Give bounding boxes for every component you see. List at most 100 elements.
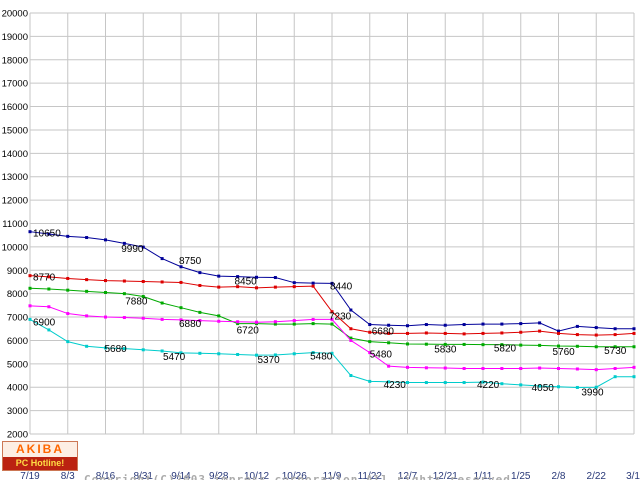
data-point-cyan [47,328,51,332]
y-axis-label: 3000 [7,406,28,417]
data-point-blue [330,281,334,285]
data-point-blue [481,322,485,326]
data-point-cyan [424,381,428,385]
data-point-blue [217,274,221,278]
y-axis-label: 12000 [2,196,28,207]
data-point-blue [141,245,145,249]
value-label: 4230 [384,380,407,391]
data-point-green [47,287,51,291]
data-point-magenta [349,338,353,342]
data-point-green [85,289,89,293]
value-label: 4220 [477,380,500,391]
data-point-cyan [557,385,560,389]
data-point-blue [104,238,107,242]
data-point-red [330,310,334,314]
data-point-cyan [273,353,277,357]
value-label: 5480 [310,352,333,363]
data-point-cyan [406,381,409,385]
y-axis-label: 13000 [2,172,28,183]
data-point-blue [557,329,560,333]
data-point-blue [632,327,636,331]
data-point-cyan [122,347,126,351]
x-axis-label: 8/16 [96,471,116,480]
x-axis-label: 9/14 [171,471,191,480]
footer-banner: AKIBA PC Hotline! Copyright(C)2003 impre… [0,440,640,480]
data-point-cyan [519,383,523,387]
data-point-red [179,280,183,284]
data-point-red [462,332,466,336]
data-point-cyan [236,352,240,356]
data-point-cyan [255,353,258,357]
data-point-blue [160,257,164,261]
data-point-magenta [462,367,466,371]
value-label: 6720 [237,326,260,337]
x-axis-label: 8/3 [61,471,75,480]
data-point-green [594,345,598,349]
value-label: 8770 [33,273,56,284]
data-point-red [66,276,70,280]
data-point-cyan [387,380,391,384]
data-point-green [160,301,164,305]
x-axis-label: 10/26 [282,471,307,480]
data-point-cyan [613,375,617,379]
value-label: 5470 [163,352,186,363]
copyright-line-1: Copyright(C)2003 impress corporation All… [84,473,519,480]
data-point-magenta [519,367,523,371]
value-label: 5830 [434,344,457,355]
value-label: 5730 [604,346,627,357]
data-point-red [141,280,145,284]
data-point-magenta [443,366,447,370]
data-point-blue [255,275,258,279]
data-point-magenta [500,367,504,371]
data-point-magenta [311,317,315,321]
data-point-cyan [481,380,485,384]
x-axis-label: 10/12 [244,471,269,480]
data-point-blue [424,323,428,327]
data-point-cyan [311,351,315,355]
y-axis-label: 20000 [2,9,28,20]
value-label: 8440 [330,281,353,292]
x-axis-label: 11/9 [323,471,342,480]
data-point-blue [28,230,32,234]
data-point-red [236,285,240,289]
akiba-logo-text: AKIBA [3,442,77,457]
data-point-red [387,331,391,335]
data-point-green [368,340,372,344]
copyright-text: Copyright(C)2003 impress corporation All… [84,440,519,480]
data-point-cyan [443,381,447,385]
data-point-cyan [500,382,504,386]
data-point-green [500,343,504,347]
y-axis-label: 19000 [2,32,28,43]
data-point-blue [349,308,353,312]
data-point-cyan [330,351,334,355]
data-point-red [292,285,296,289]
data-point-blue [575,324,579,328]
data-point-red [255,286,258,290]
value-label: 6880 [179,319,202,330]
data-point-magenta [217,319,221,323]
data-point-magenta [292,319,296,323]
data-point-blue [594,326,598,330]
x-axis-label: 7/19 [20,471,40,480]
data-point-magenta [406,365,409,369]
data-point-green [387,341,391,345]
data-point-green [66,288,70,292]
data-point-green [349,336,353,340]
y-axis-label: 2000 [7,430,28,441]
data-point-blue [66,234,70,238]
data-point-red [104,279,107,283]
data-point-green [141,294,145,298]
data-point-blue [179,265,183,269]
value-label: 5680 [105,344,128,355]
y-axis-label: 6000 [7,336,28,347]
data-point-blue [538,321,542,325]
data-point-red [28,274,32,278]
data-point-blue [519,322,523,326]
data-point-magenta [613,367,617,371]
data-point-cyan [179,351,183,355]
data-point-red [198,283,202,287]
data-point-green [481,343,485,347]
value-label: 5480 [370,350,393,361]
data-point-green [538,343,542,347]
